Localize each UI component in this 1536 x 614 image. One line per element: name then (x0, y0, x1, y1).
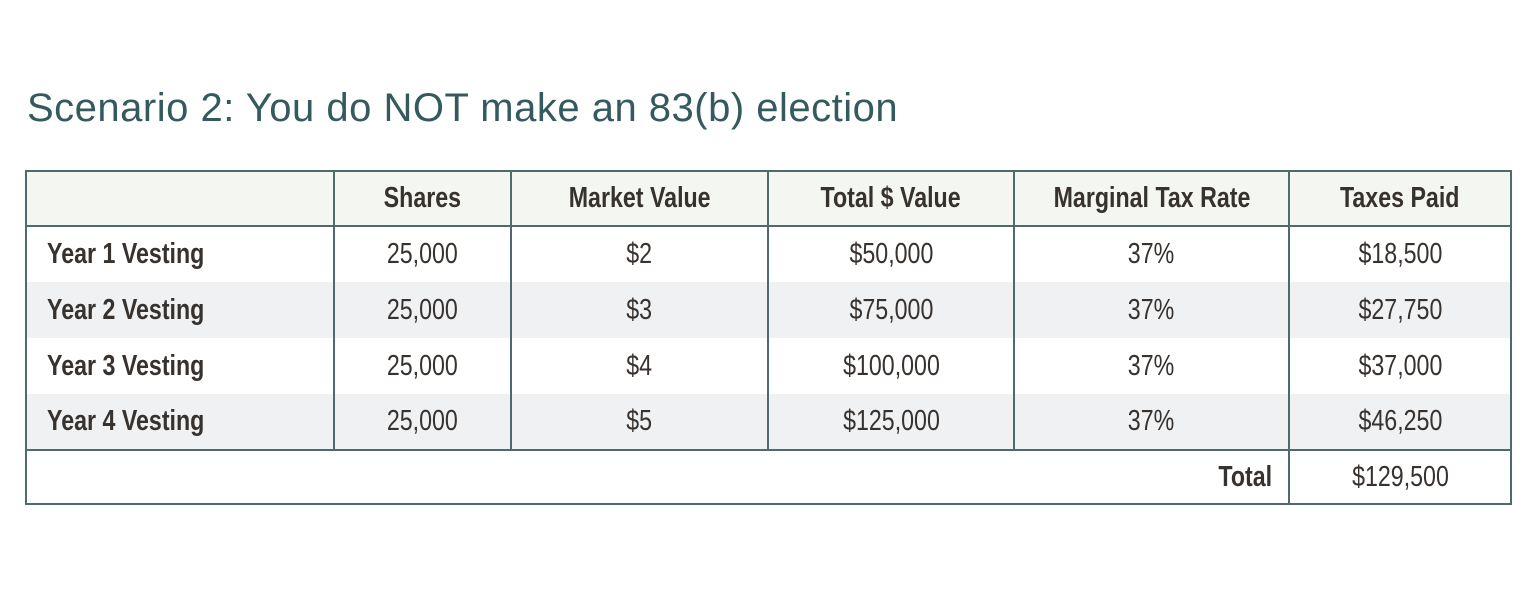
cell-marginal-tax-rate: 37% (1013, 394, 1289, 450)
cell-marginal-tax-rate: 37% (1013, 338, 1289, 394)
cell-total-value: $75,000 (767, 282, 1014, 338)
page-title: Scenario 2: You do NOT make an 83(b) ele… (27, 86, 899, 130)
cell-marginal-tax-rate: 37% (1013, 282, 1289, 338)
header-cell-taxes-paid: Taxes Paid (1288, 171, 1511, 227)
row-label: Year 2 Vesting (26, 282, 334, 338)
cell-total-value: $100,000 (767, 338, 1014, 394)
cell-market-value: $4 (510, 338, 768, 394)
table-header: Shares Market Value Total $ Value Margin… (26, 171, 1511, 227)
table-row-year3: Year 3 Vesting 25,000 $4 $100,000 37% $3… (26, 338, 1511, 394)
header-row: Shares Market Value Total $ Value Margin… (26, 171, 1511, 227)
table-row-year2: Year 2 Vesting 25,000 $3 $75,000 37% $27… (26, 282, 1511, 338)
total-taxes-paid: $129,500 (1288, 449, 1511, 504)
cell-marginal-tax-rate: 37% (1013, 226, 1289, 282)
cell-market-value: $5 (510, 394, 768, 450)
header-cell-market-value: Market Value (510, 171, 768, 227)
row-label: Year 4 Vesting (26, 394, 334, 450)
row-label: Year 1 Vesting (47, 238, 205, 270)
cell-total-value: $50,000 (767, 226, 1014, 282)
cell-shares: 25,000 (333, 394, 511, 450)
cell-taxes-paid: $18,500 (1288, 226, 1511, 282)
cell-market-value: $3 (510, 282, 768, 338)
table-row-year4: Year 4 Vesting 25,000 $5 $125,000 37% $4… (26, 394, 1511, 450)
cell-shares: 25,000 (333, 338, 511, 394)
cell-taxes-paid: $46,250 (1288, 394, 1511, 450)
header-cell-marginal-tax-rate: Marginal Tax Rate (1013, 171, 1289, 227)
table-row-year1: Year 1 Vesting 25,000 $2 $50,000 37% $18… (26, 226, 1511, 282)
header-cell-shares: Shares (333, 171, 511, 227)
total-label: Total (26, 449, 1289, 504)
cell-taxes-paid: $37,000 (1288, 338, 1511, 394)
header-cell-blank (26, 171, 334, 227)
vesting-table: Shares Market Value Total $ Value Margin… (25, 170, 1512, 505)
header-cell-total-value: Total $ Value (767, 171, 1014, 227)
cell-shares: 25,000 (333, 282, 511, 338)
cell-market-value: $2 (510, 226, 768, 282)
row-label: Year 3 Vesting (47, 349, 205, 382)
table-body: Year 1 Vesting 25,000 $2 $50,000 37% $18… (26, 226, 1511, 450)
cell-shares: 25,000 (333, 226, 511, 282)
total-row: Total $129,500 (26, 449, 1511, 504)
cell-total-value: $125,000 (767, 394, 1014, 450)
cell-taxes-paid: $27,750 (1288, 282, 1511, 338)
table-footer: Total $129,500 (26, 449, 1511, 504)
